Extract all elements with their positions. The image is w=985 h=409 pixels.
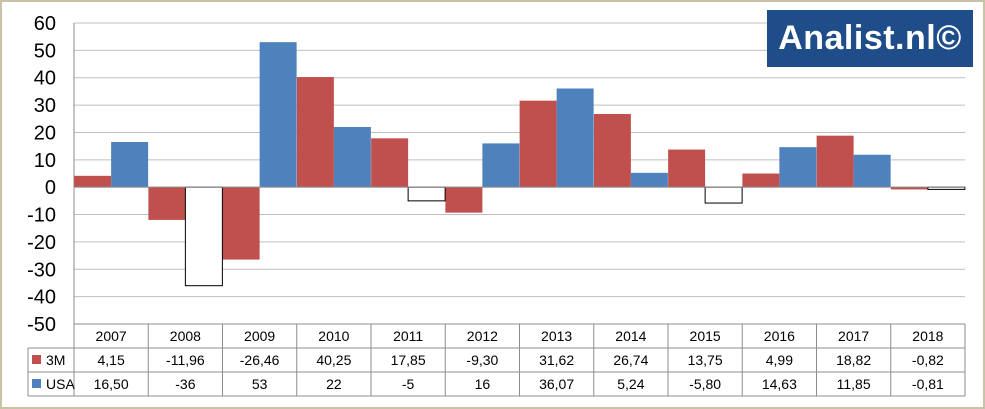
x-category-label: 2008: [170, 328, 201, 344]
bar-3m-2015: [668, 149, 706, 188]
data-label-usa: -0,81: [912, 376, 944, 392]
bar-usa-2010: [333, 126, 371, 188]
data-label-3m: 4,99: [766, 352, 793, 368]
data-label-3m: 4,15: [98, 352, 125, 368]
legend-label-3m: 3M: [46, 352, 65, 368]
data-label-usa: 14,63: [762, 376, 797, 392]
y-tick-label: 0: [45, 177, 56, 199]
data-label-usa: -36: [175, 376, 195, 392]
bar-usa-2013: [556, 88, 594, 188]
x-category-label: 2016: [764, 328, 795, 344]
y-tick-label: -40: [27, 287, 56, 309]
legend-label-usa: USA: [46, 376, 75, 392]
y-tick-label: 30: [34, 95, 56, 117]
data-label-usa: -5: [402, 376, 415, 392]
bar-usa-2017: [853, 154, 891, 188]
data-label-usa: 22: [326, 376, 342, 392]
x-category-label: 2009: [244, 328, 275, 344]
data-label-usa: 53: [252, 376, 268, 392]
bar-3m-2010: [296, 77, 334, 188]
bar-usa-2014: [630, 172, 668, 188]
data-label-3m: -9,30: [466, 352, 498, 368]
x-category-label: 2007: [96, 328, 127, 344]
legend-swatch-3m: [32, 355, 41, 364]
bar-usa-2007: [111, 142, 149, 188]
data-label-3m: 17,85: [391, 352, 426, 368]
data-label-3m: 26,74: [613, 352, 648, 368]
bar-3m-2008: [148, 187, 186, 220]
data-label-3m: -0,82: [912, 352, 944, 368]
data-label-usa: 5,24: [617, 376, 644, 392]
bar-3m-2013: [519, 100, 557, 188]
x-category-label: 2015: [690, 328, 721, 344]
x-category-label: 2014: [615, 328, 646, 344]
data-label-usa: 16,50: [94, 376, 129, 392]
data-label-usa: 36,07: [539, 376, 574, 392]
analist-logo: Analist.nl©: [767, 10, 973, 67]
y-tick-label: -50: [27, 314, 56, 336]
y-tick-label: 60: [34, 13, 56, 35]
x-category-label: 2018: [912, 328, 943, 344]
bar-3m-2007: [74, 175, 112, 188]
bar-usa-2011: [407, 186, 446, 202]
bar-3m-2014: [593, 114, 631, 188]
data-label-3m: -26,46: [240, 352, 280, 368]
x-category-label: 2017: [838, 328, 869, 344]
y-tick-label: 20: [34, 122, 56, 144]
bar-3m-2011: [371, 138, 409, 188]
bar-3m-2012: [445, 187, 483, 213]
data-label-usa: -5,80: [689, 376, 721, 392]
y-tick-label: 10: [34, 150, 56, 172]
data-label-3m: 18,82: [836, 352, 871, 368]
bar-usa-2012: [482, 143, 520, 188]
x-category-label: 2012: [467, 328, 498, 344]
logo-text: Analist.nl©: [778, 19, 962, 57]
bar-3m-2009: [222, 187, 260, 260]
y-tick-label: -30: [27, 259, 56, 281]
bar-usa-2016: [779, 147, 817, 188]
y-tick-label: -20: [27, 232, 56, 254]
data-label-3m: 13,75: [688, 352, 723, 368]
data-label-3m: 31,62: [539, 352, 574, 368]
data-label-usa: 11,85: [837, 376, 871, 392]
bar-usa-2008: [184, 186, 223, 287]
legend-swatch-usa: [32, 379, 41, 388]
x-category-label: 2013: [541, 328, 572, 344]
y-tick-label: -10: [27, 205, 56, 227]
data-label-3m: -11,96: [166, 352, 205, 368]
bar-usa-2015: [704, 186, 743, 204]
y-tick-label: 40: [34, 68, 56, 90]
bar-3m-2018: [890, 187, 928, 190]
bar-usa-2009: [259, 42, 297, 188]
bar-3m-2016: [742, 173, 780, 188]
data-label-usa: 16: [475, 376, 491, 392]
y-tick-label: 50: [34, 40, 56, 62]
data-label-3m: 40,25: [316, 352, 351, 368]
x-category-label: 2011: [393, 328, 423, 344]
bar-3m-2017: [816, 135, 854, 188]
x-category-label: 2010: [318, 328, 349, 344]
